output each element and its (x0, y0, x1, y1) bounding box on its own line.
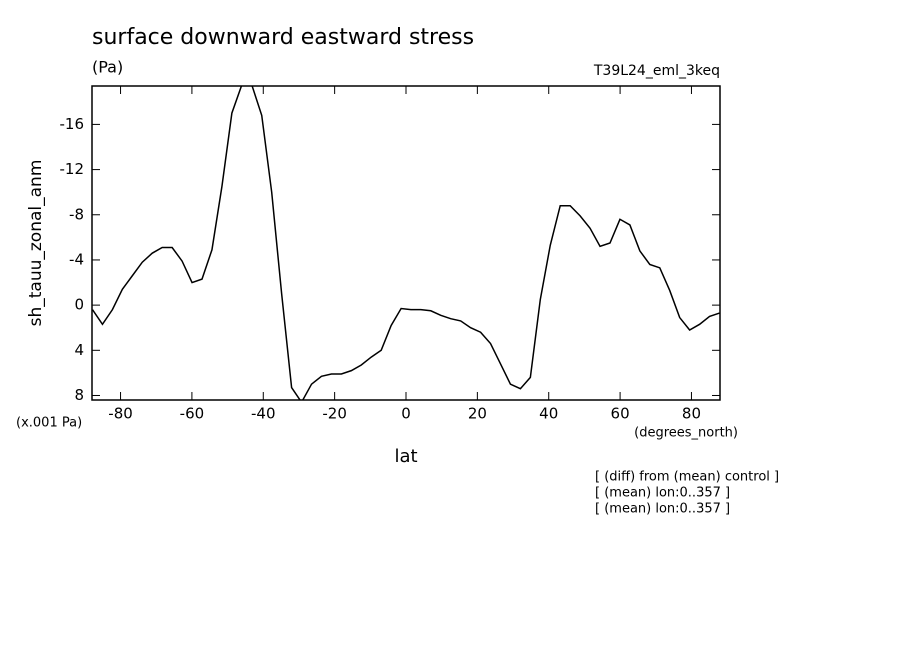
y-tick-label: 0 (74, 296, 84, 314)
x-tick-label: 80 (682, 405, 701, 423)
x-tick-label: 20 (468, 405, 487, 423)
x-tick-label: -60 (180, 405, 205, 423)
run-label: T39L24_eml_3keq (593, 63, 720, 79)
y-tick-label: 4 (74, 341, 84, 359)
y-tick-label: -4 (69, 250, 84, 268)
data-line (92, 86, 720, 400)
plot-frame (91, 85, 721, 401)
x-tick-label: 60 (611, 405, 630, 423)
x-tick-label: -20 (322, 405, 347, 423)
subtitle: (Pa) (92, 58, 123, 77)
x-tick-label: 40 (539, 405, 558, 423)
y-axis-label: sh_tauu_zonal_anm (26, 160, 46, 327)
y-tick-label: -8 (69, 205, 84, 223)
x-unit-label: (degrees_north) (634, 426, 738, 441)
note: [ (mean) lon:0..357 ] (595, 502, 730, 517)
x-tick-label: -80 (108, 405, 133, 423)
note: [ (diff) from (mean) control ] (595, 470, 779, 485)
x-tick-label: 0 (401, 405, 411, 423)
y-tick-label: 8 (74, 386, 84, 404)
chart-title: surface downward eastward stress (92, 25, 474, 50)
x-axis-label: lat (394, 446, 417, 467)
note: [ (mean) lon:0..357 ] (595, 486, 730, 501)
y-tick-label: -12 (60, 160, 85, 178)
y-tick-label: -16 (60, 115, 85, 133)
y-unit-label: (x.001 Pa) (16, 416, 82, 431)
x-tick-label: -40 (251, 405, 276, 423)
